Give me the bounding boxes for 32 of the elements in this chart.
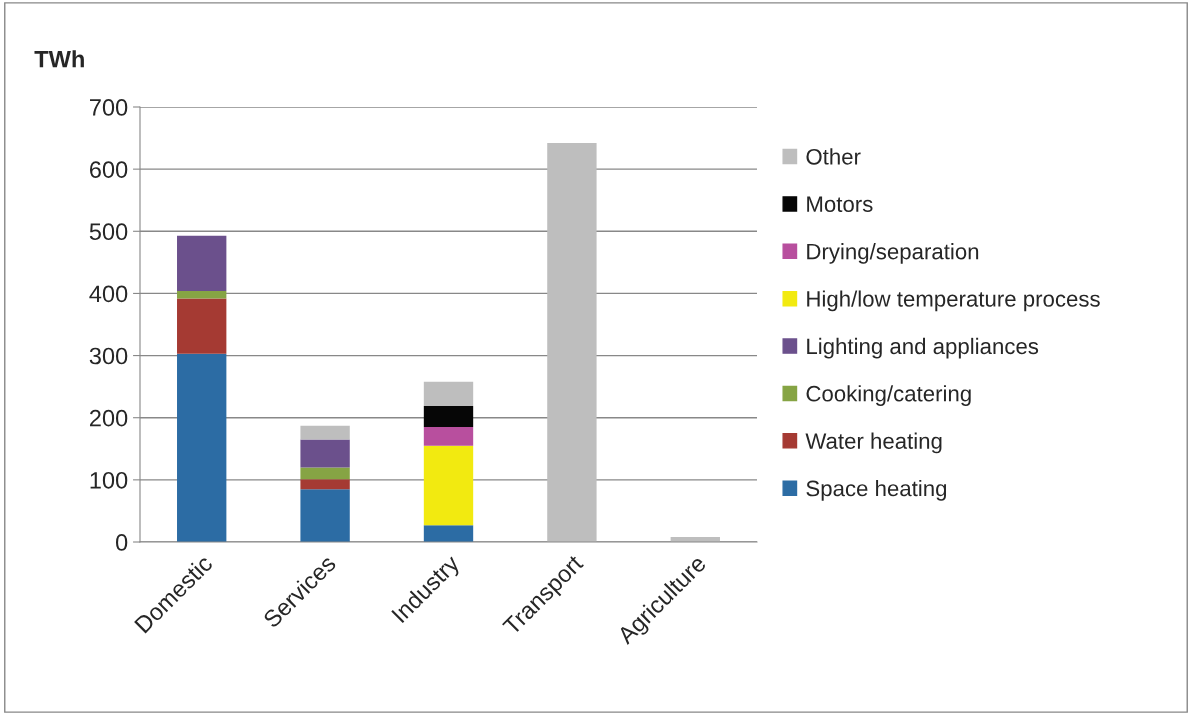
y-tick-label: 500 xyxy=(89,223,128,241)
bar xyxy=(177,290,227,299)
bar xyxy=(300,489,350,542)
bar xyxy=(423,445,474,526)
bar xyxy=(547,143,597,542)
legend-label: Space heating xyxy=(806,479,947,501)
bar xyxy=(300,479,350,490)
legend-label: Motors xyxy=(807,196,873,213)
bar xyxy=(423,525,474,542)
bar xyxy=(300,425,350,440)
bar xyxy=(423,427,474,446)
bar xyxy=(177,298,227,354)
legend-label: High/low temperature process xyxy=(807,290,1100,312)
y-tick-label: 0 xyxy=(115,534,128,551)
legend-label: Other xyxy=(806,148,861,165)
y-tick-label: 300 xyxy=(89,347,128,365)
y-axis-title: TWh xyxy=(34,50,84,68)
legend-label: Lighting and appliances xyxy=(807,337,1039,359)
bar xyxy=(300,467,350,480)
bar xyxy=(177,235,227,291)
y-tick-label: 600 xyxy=(90,161,128,178)
bar xyxy=(423,381,474,406)
legend-label: Water heating xyxy=(805,432,942,454)
bar xyxy=(177,353,227,542)
legend-label: Cooking/catering xyxy=(806,385,971,406)
bar xyxy=(423,405,474,428)
y-tick-label: 700 xyxy=(90,99,128,116)
y-tick-label: 200 xyxy=(89,409,128,427)
y-tick-label: 400 xyxy=(89,285,128,303)
bar xyxy=(300,439,350,468)
legend-label: Drying/separation xyxy=(807,243,979,264)
y-tick-label: 100 xyxy=(90,471,128,489)
